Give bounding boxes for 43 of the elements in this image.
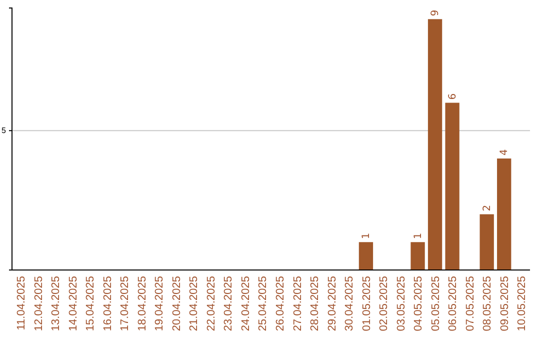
- x-tick-label: 13.04.2025: [50, 276, 62, 332]
- x-tick-label: 29.04.2025: [326, 276, 338, 332]
- x-tick-label: 25.04.2025: [257, 276, 270, 332]
- data-label: 6: [447, 93, 458, 100]
- x-tick-label: 24.04.2025: [240, 276, 252, 332]
- x-tick-label: 01.05.2025: [360, 276, 373, 332]
- bar: [410, 242, 425, 270]
- bar: [497, 158, 512, 270]
- x-tick-label: 06.05.2025: [447, 276, 460, 332]
- x-tick-label: 08.05.2025: [482, 276, 494, 332]
- x-tick-label: 03.05.2025: [395, 276, 408, 332]
- x-tick-label: 12.04.2025: [32, 276, 45, 332]
- x-tick-label: 14.04.2025: [67, 276, 80, 332]
- x-tick-label: 05.05.2025: [430, 276, 442, 332]
- x-tick-label: 20.04.2025: [170, 276, 183, 332]
- data-label: 2: [482, 204, 493, 212]
- x-tick-label: 21.04.2025: [188, 276, 200, 332]
- x-tick-label: 17.04.2025: [119, 276, 132, 332]
- x-tick-label: 18.04.2025: [136, 276, 148, 332]
- bar: [480, 214, 494, 270]
- x-tick-label: 04.05.2025: [412, 276, 425, 332]
- y-tick-label: 5: [2, 126, 7, 136]
- x-tick-label: 28.04.2025: [309, 276, 322, 332]
- bar: [358, 242, 374, 270]
- x-tick-label: 02.05.2025: [378, 276, 390, 332]
- x-tick-label: 07.05.2025: [464, 276, 476, 332]
- x-tick-label: 10.05.2025: [516, 276, 528, 332]
- x-tick-label: 23.04.2025: [222, 276, 235, 332]
- x-tick-label: 19.04.2025: [154, 276, 166, 332]
- x-tick-label: 15.04.2025: [84, 276, 97, 332]
- x-tick-label: 26.04.2025: [274, 276, 286, 332]
- x-tick-label: 11.04.2025: [15, 276, 28, 330]
- data-label: 1: [412, 232, 424, 240]
- bar: [445, 102, 460, 270]
- data-label: 4: [499, 149, 510, 156]
- data-label: 1: [360, 232, 372, 240]
- x-tick-label: 30.04.2025: [344, 276, 356, 332]
- x-tick-label: 22.04.2025: [205, 276, 218, 332]
- x-tick-label: 16.04.2025: [102, 276, 114, 332]
- data-label: 9: [430, 10, 442, 16]
- x-tick-label: 27.04.2025: [292, 276, 304, 332]
- bar: [428, 19, 442, 270]
- x-tick-label: 09.05.2025: [498, 276, 511, 332]
